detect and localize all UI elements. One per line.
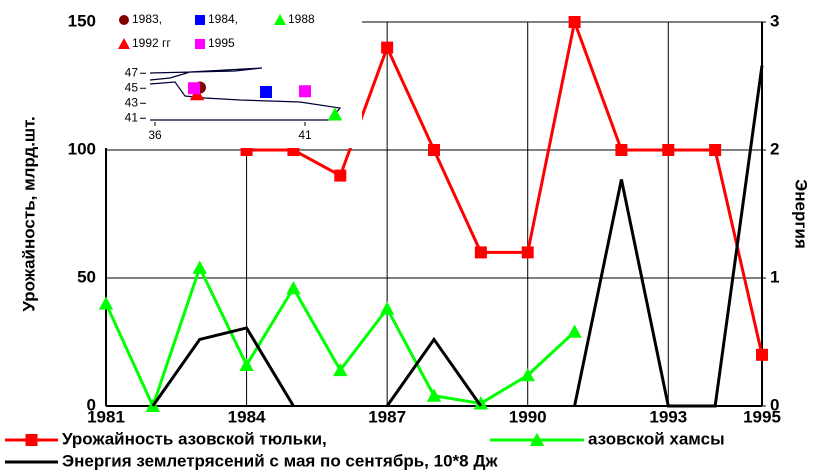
marker (709, 144, 722, 156)
inset-legend-label: 1983, (132, 12, 162, 26)
inset-legend-label: 1995 (208, 36, 235, 50)
marker (381, 41, 394, 54)
marker (334, 169, 347, 182)
marker (327, 107, 343, 121)
marker (428, 144, 440, 156)
inset-background (100, 8, 362, 148)
marker (333, 362, 348, 377)
marker (521, 246, 534, 259)
x-tick-label: 1995 (743, 407, 781, 426)
legend-label: Урожайность азовской тюльки, (62, 429, 327, 448)
marker (119, 15, 129, 25)
marker (274, 14, 286, 25)
marker (568, 16, 581, 28)
marker (118, 38, 130, 49)
legend-label: азовской хамсы (588, 429, 725, 448)
inset-y-tick-label: 41 (125, 110, 139, 124)
marker (473, 396, 489, 410)
marker (98, 296, 114, 310)
y-tick-label: 150 (68, 11, 96, 30)
y2-tick-label: 2 (770, 139, 779, 158)
marker (662, 144, 675, 156)
series-line (246, 16, 764, 356)
y-tick-label: 50 (77, 267, 96, 286)
inset-y-tick-label: 45 (125, 80, 139, 94)
marker (474, 246, 487, 259)
y2-tick-label: 3 (770, 11, 779, 30)
y-axis-label: Урожайность, млрд.шт. (19, 116, 38, 311)
marker (520, 368, 535, 382)
marker (379, 301, 395, 315)
marker (286, 281, 301, 295)
inset-legend-label: 1992 гг (132, 36, 171, 50)
x-tick-label: 1993 (649, 407, 687, 426)
marker (239, 357, 254, 372)
marker (25, 434, 38, 446)
y2-axis-label: Энергия (792, 179, 811, 249)
x-tick-label: 1990 (509, 407, 547, 426)
series-line (104, 263, 576, 411)
x-tick-label: 1981 (87, 407, 125, 426)
inset-x-tick-label: 41 (298, 128, 312, 142)
inset-y-tick-label: 47 (125, 65, 139, 79)
y2-tick-label: 1 (770, 267, 779, 286)
inset-x-tick-label: 36 (148, 128, 162, 142)
inset-y-tick-label: 43 (125, 95, 139, 109)
inset-legend-label: 1988 (288, 12, 315, 26)
y-tick-label: 100 (68, 139, 96, 158)
coastline (149, 67, 342, 121)
marker (195, 15, 205, 25)
marker (260, 86, 272, 98)
marker (615, 144, 628, 156)
marker (756, 348, 768, 361)
marker (529, 432, 545, 446)
inset-legend-label: 1984, (208, 12, 238, 26)
marker (188, 82, 200, 95)
marker (299, 85, 311, 98)
x-tick-label: 1984 (228, 407, 266, 426)
marker (192, 260, 207, 274)
marker (567, 324, 582, 338)
y-tick-label: 0 (87, 395, 96, 414)
y2-tick-label: 0 (770, 395, 779, 414)
marker (426, 388, 442, 402)
legend-label: Энергия землетрясений с мая по сентябрь,… (62, 451, 498, 470)
x-tick-label: 1987 (368, 407, 406, 426)
marker (195, 39, 205, 49)
series-line (151, 65, 764, 408)
